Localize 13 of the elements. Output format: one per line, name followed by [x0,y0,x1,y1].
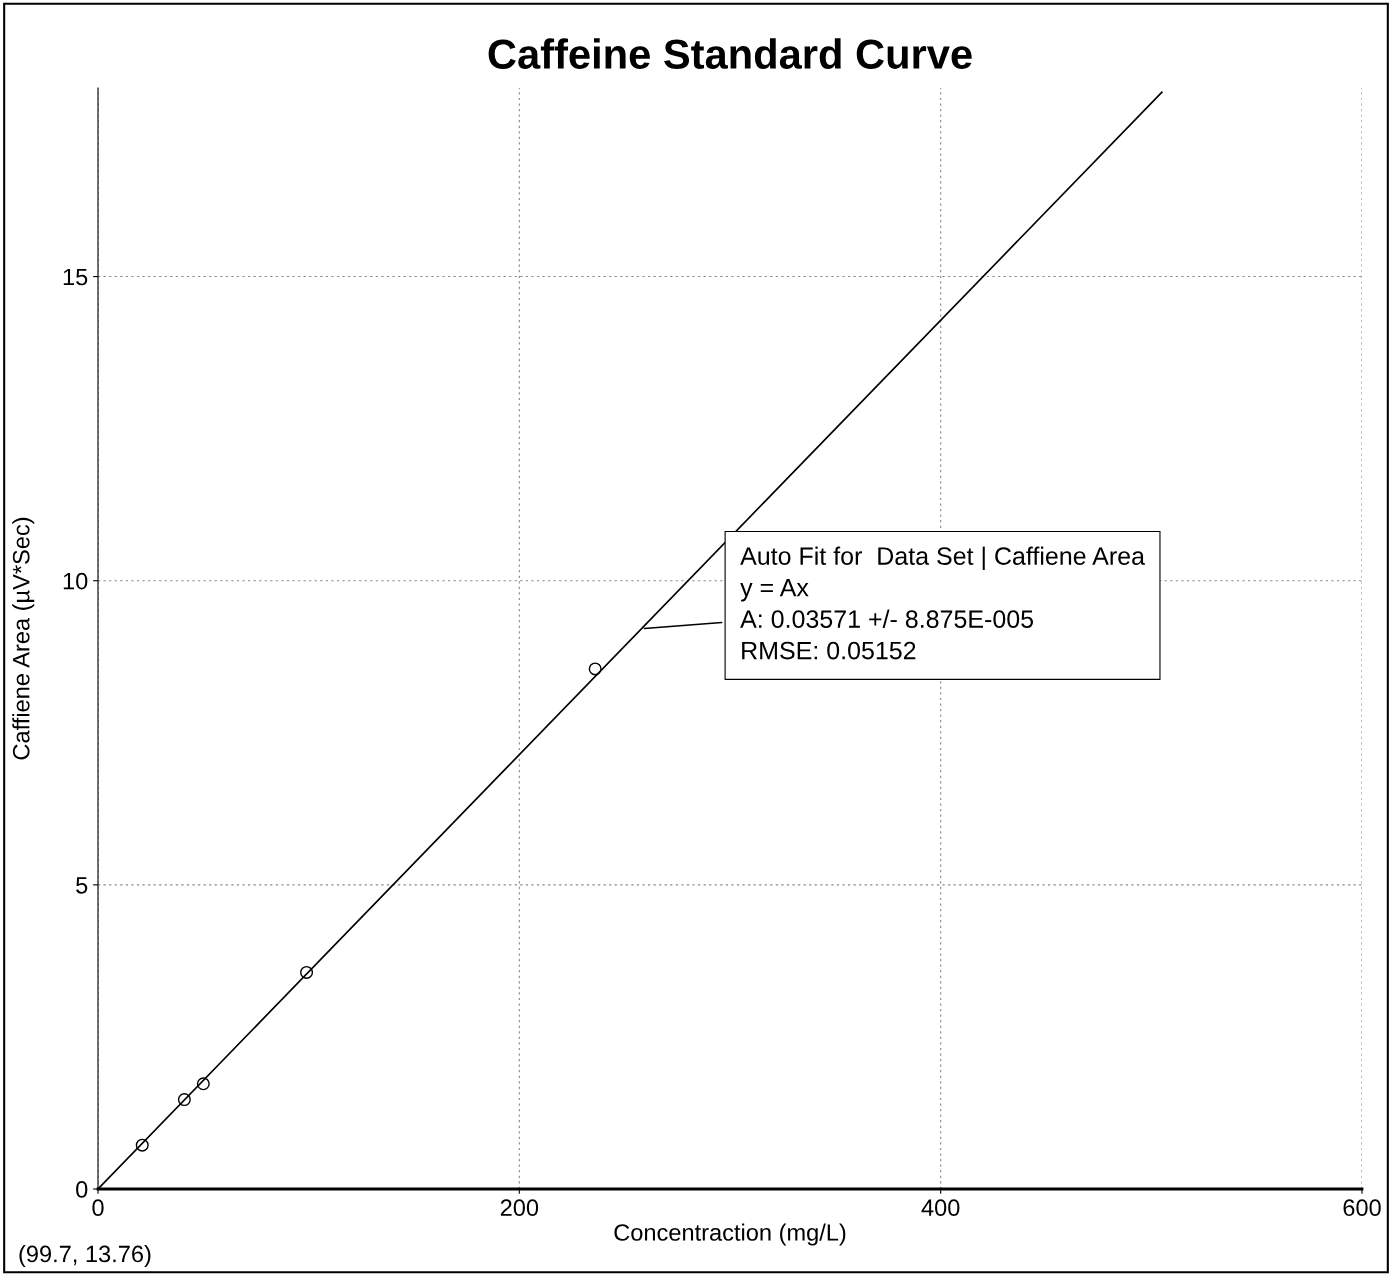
annotation: Auto Fit for Data Set | Caffiene Area y = Ax A: 0.03571 +/- 8.875E-005 RMSE: 0.05152 [740,546,1145,660]
y-axis-title: Caffiene Area (µV*Sec) [12,517,35,760]
y-tick-label: 10 [63,572,88,590]
x-tick-label: 600 [1343,1199,1381,1217]
chart-title: Caffeine Standard Curve [488,38,972,69]
x-axis-title: Concentraction (mg/L) [614,1223,846,1246]
x-tick-label: 0 [92,1199,104,1217]
y-tick-label: 0 [76,1181,88,1198]
x-tick-label: 400 [921,1199,960,1217]
x-tick-label: 200 [500,1199,539,1217]
text: (99.7, 13.76) [19,1244,151,1267]
y-tick-label: 15 [63,268,88,286]
y-tick-label: 5 [76,877,88,894]
